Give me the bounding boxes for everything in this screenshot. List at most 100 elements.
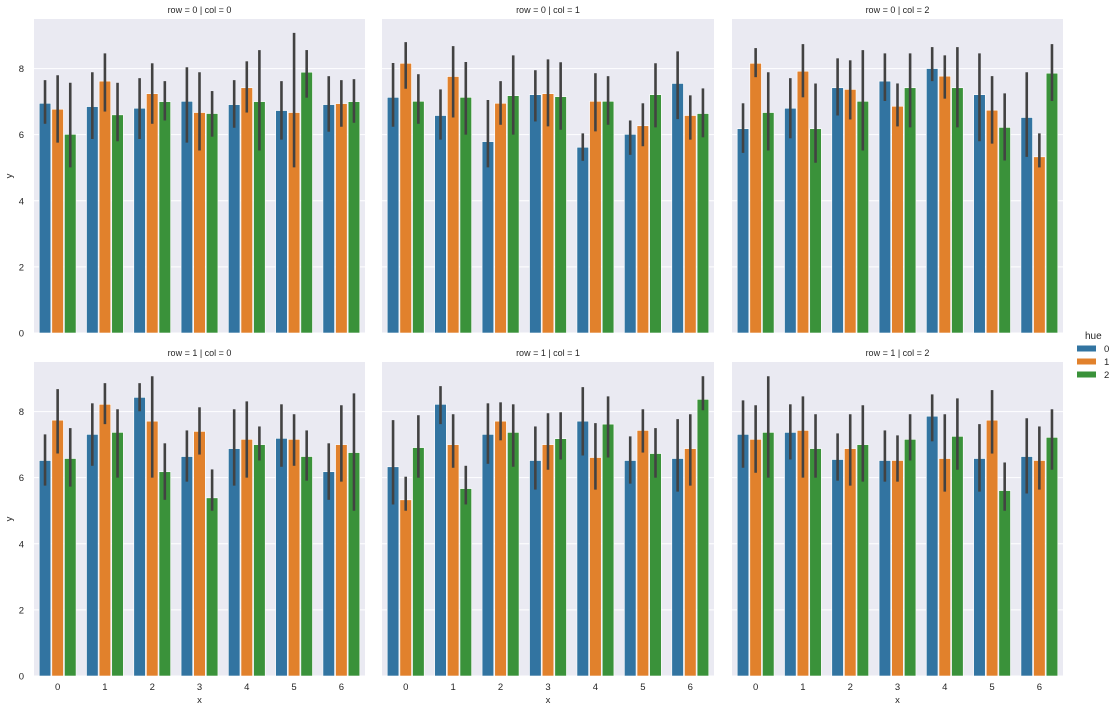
bar — [784, 107, 797, 334]
bar — [412, 447, 425, 677]
bar — [399, 62, 412, 334]
facet-panel: row = 0 | col = 2 — [732, 5, 1063, 334]
legend-label: 2 — [1104, 370, 1109, 381]
bar — [1033, 460, 1046, 677]
bar — [904, 439, 917, 677]
bar — [831, 87, 844, 334]
x-tick-label: 6 — [1037, 682, 1042, 693]
x-tick-label: 0 — [753, 682, 758, 693]
x-tick-label: 3 — [197, 682, 202, 693]
facet-panel: row = 0 | col = 1 — [382, 5, 714, 334]
bar — [784, 432, 797, 677]
panel-title: row = 0 | col = 0 — [168, 5, 232, 15]
bar — [636, 430, 649, 677]
legend-title: hue — [1085, 331, 1102, 342]
bar — [541, 444, 555, 677]
x-tick-label: 1 — [102, 682, 107, 693]
bar — [240, 87, 253, 334]
bar — [494, 420, 507, 677]
x-tick-label: 2 — [498, 682, 503, 693]
bar — [926, 415, 939, 677]
legend-swatch — [1077, 371, 1096, 378]
bar — [98, 80, 112, 334]
bar — [878, 80, 891, 334]
bar — [459, 488, 472, 677]
x-tick-label: 1 — [800, 682, 805, 693]
facet-panel: row = 1 | col = 0 0 2 4 6 8 y 0 1 2 3 4 5 6 x — [4, 348, 365, 706]
y-axis-label: y — [4, 173, 15, 178]
x-tick-label: 4 — [244, 682, 249, 693]
y-tick-label: 2 — [19, 605, 24, 616]
bar — [624, 134, 637, 334]
bar — [671, 83, 684, 334]
bar — [589, 457, 602, 677]
bar — [831, 459, 844, 677]
x-tick-label: 3 — [545, 682, 550, 693]
bar — [985, 109, 999, 334]
y-axis-label: y — [4, 516, 15, 521]
y-tick-label: 0 — [19, 672, 24, 683]
bar — [696, 113, 710, 334]
x-tick-label: 2 — [848, 682, 853, 693]
x-axis-label: x — [895, 695, 900, 706]
x-tick-label: 4 — [593, 682, 598, 693]
x-tick-label: 2 — [150, 682, 155, 693]
bar — [749, 439, 762, 677]
y-tick-label: 8 — [19, 64, 24, 75]
legend-swatch — [1077, 345, 1096, 352]
bar — [158, 471, 171, 677]
x-axis-label: x — [197, 695, 202, 706]
bar — [300, 456, 313, 677]
bar — [844, 89, 857, 334]
bar — [206, 113, 219, 334]
bar — [322, 471, 335, 677]
bar — [1045, 72, 1059, 334]
bar — [554, 438, 567, 677]
x-axis-label: x — [546, 695, 551, 706]
bar — [1033, 156, 1046, 334]
bar — [684, 115, 697, 334]
bar — [601, 423, 615, 677]
bar — [447, 444, 460, 677]
bar — [554, 96, 567, 334]
x-tick-label: 0 — [403, 682, 408, 693]
bar — [541, 93, 555, 334]
bar — [86, 106, 99, 334]
legend-entry: 2 — [1077, 370, 1109, 381]
y-tick-label: 6 — [19, 130, 24, 141]
bar — [287, 439, 301, 677]
bar — [86, 434, 99, 677]
x-tick-label: 3 — [895, 682, 900, 693]
bar — [529, 94, 542, 334]
bar — [736, 128, 750, 334]
bar — [494, 102, 507, 334]
y-tick-label: 0 — [19, 329, 24, 340]
legend-label: 0 — [1104, 344, 1109, 355]
panel-title: row = 1 | col = 2 — [866, 348, 930, 358]
legend-entry: 0 — [1077, 344, 1109, 355]
bar — [399, 499, 412, 677]
legend: hue 0 1 2 — [1077, 331, 1109, 381]
bar — [481, 141, 495, 334]
x-tick-label: 4 — [942, 682, 947, 693]
y-tick-label: 4 — [19, 539, 24, 550]
bar — [111, 114, 124, 334]
bar — [985, 419, 999, 677]
bar — [998, 490, 1011, 677]
bar — [133, 107, 146, 334]
bar — [193, 431, 206, 677]
bar — [624, 460, 637, 677]
panel-title: row = 0 | col = 2 — [866, 5, 930, 15]
bar — [133, 397, 146, 677]
bar — [649, 94, 662, 334]
bar — [386, 97, 400, 334]
bar — [696, 399, 710, 677]
bar — [576, 146, 589, 334]
y-tick-label: 2 — [19, 262, 24, 273]
bar — [938, 75, 951, 334]
bar — [38, 460, 52, 677]
legend-label: 1 — [1104, 357, 1109, 368]
bar — [206, 497, 219, 677]
bar — [589, 101, 602, 334]
bar — [507, 432, 520, 677]
